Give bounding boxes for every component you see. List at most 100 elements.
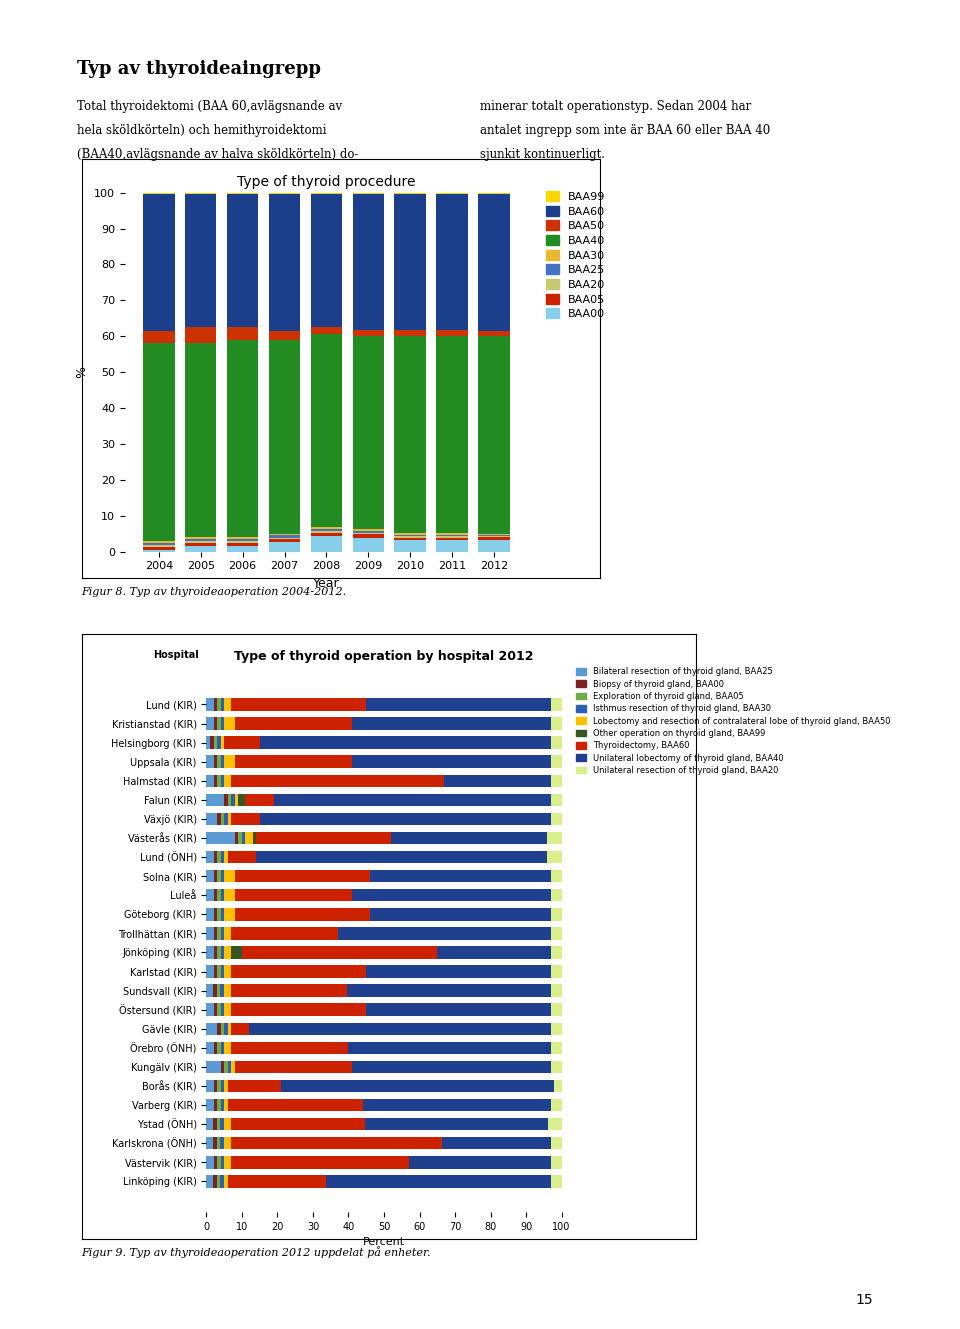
Bar (143, 546, 175, 550)
Bar (206, 755, 213, 768)
Bar (221, 1003, 224, 1015)
Text: Figur 8. Typ av thyroideaoperation 2004-2012.: Figur 8. Typ av thyroideaoperation 2004-… (82, 587, 347, 598)
Bar (478, 540, 510, 552)
Bar (224, 718, 235, 730)
Bar (217, 928, 221, 940)
Bar (338, 928, 551, 940)
Bar (213, 1042, 217, 1054)
Bar (395, 541, 426, 552)
Bar (478, 331, 510, 336)
Bar (252, 832, 256, 844)
Bar (228, 851, 256, 864)
Bar (235, 832, 238, 844)
Bar (213, 870, 217, 882)
Bar (224, 870, 235, 882)
Bar (395, 335, 426, 533)
Bar (551, 1003, 562, 1015)
Bar (367, 965, 551, 978)
Bar (206, 1156, 213, 1168)
Bar (274, 793, 551, 807)
Bar (444, 775, 551, 787)
Bar (221, 736, 224, 748)
Bar (235, 718, 352, 730)
Bar (249, 1022, 551, 1035)
Bar (217, 698, 221, 711)
Bar (213, 1156, 217, 1168)
Bar (227, 540, 258, 541)
Bar (227, 542, 258, 546)
Bar (348, 985, 551, 997)
Bar (224, 1118, 231, 1131)
Bar (281, 1079, 555, 1092)
Bar (213, 1118, 217, 1131)
Bar (551, 1061, 562, 1073)
Bar (227, 546, 258, 552)
Bar (224, 1156, 231, 1168)
Bar (348, 1042, 551, 1054)
Bar (143, 542, 175, 545)
Bar (551, 1042, 562, 1054)
Bar (437, 335, 468, 533)
Bar (221, 889, 224, 901)
Bar (326, 1175, 551, 1188)
Y-axis label: %: % (76, 365, 88, 379)
Bar (551, 965, 562, 978)
Bar (185, 537, 216, 540)
Bar (227, 194, 258, 327)
Bar (224, 928, 231, 940)
Bar (311, 529, 342, 532)
Bar (311, 528, 342, 529)
Bar (185, 343, 216, 537)
Bar (269, 538, 300, 542)
Bar (228, 1079, 281, 1092)
Bar (365, 1118, 547, 1131)
Bar (551, 889, 562, 901)
Bar (551, 1022, 562, 1035)
Bar (311, 334, 342, 528)
Bar (311, 533, 342, 536)
Bar (352, 529, 384, 532)
Bar (206, 1022, 217, 1035)
Bar (269, 331, 300, 340)
Bar (231, 946, 242, 958)
Bar (352, 194, 384, 330)
Bar (228, 1175, 326, 1188)
Bar (227, 193, 258, 194)
Bar (269, 193, 300, 194)
Bar (224, 1099, 228, 1111)
Bar (367, 698, 551, 711)
Bar (217, 1175, 221, 1188)
Bar (206, 946, 213, 958)
Bar (547, 832, 562, 844)
Bar (143, 193, 175, 194)
Bar (478, 336, 510, 534)
Text: Hospital: Hospital (154, 650, 200, 661)
Bar (213, 1003, 217, 1015)
Bar (246, 793, 274, 807)
Bar (352, 718, 551, 730)
Bar (224, 755, 235, 768)
Bar (551, 1175, 562, 1188)
Bar (551, 1138, 562, 1150)
Bar (551, 1099, 562, 1111)
Bar (206, 1003, 213, 1015)
Bar (221, 1138, 224, 1150)
Bar (478, 534, 510, 537)
Text: 15: 15 (855, 1293, 873, 1306)
X-axis label: Percent: Percent (363, 1237, 405, 1248)
Bar (227, 537, 258, 540)
Bar (217, 736, 221, 748)
Bar (217, 1003, 221, 1015)
Bar (213, 965, 217, 978)
Bar (213, 1138, 217, 1150)
Bar (221, 1061, 224, 1073)
Bar (224, 908, 235, 921)
Bar (551, 908, 562, 921)
Bar (206, 1118, 213, 1131)
Bar (242, 832, 246, 844)
Bar (185, 194, 216, 327)
Bar (259, 813, 551, 825)
Bar (235, 889, 352, 901)
Bar (217, 1022, 221, 1035)
Bar (206, 870, 213, 882)
